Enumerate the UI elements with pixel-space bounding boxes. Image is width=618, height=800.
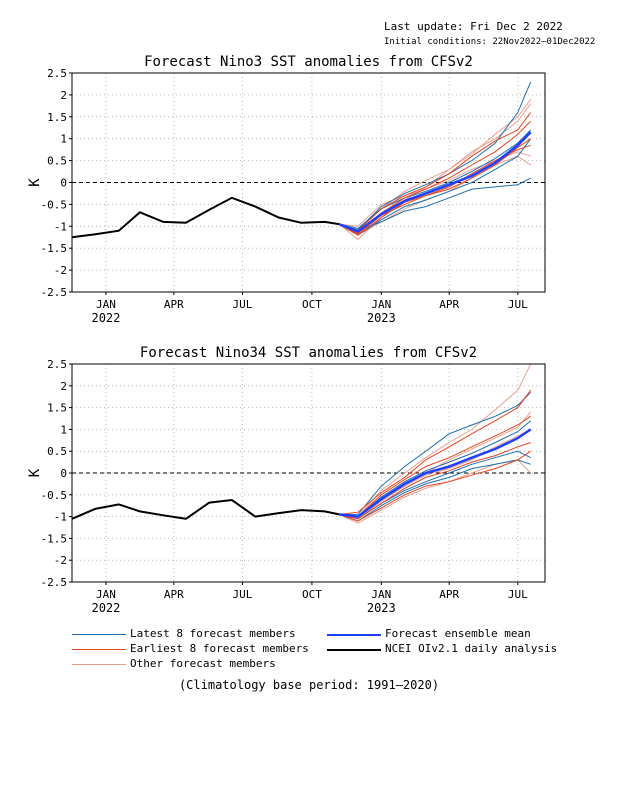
chart2-title: Forecast Nino34 SST anomalies from CFSv2 [140,345,477,361]
chart2-series-latest-member [338,459,531,522]
chart1-y-tick-label: -2.5 [41,286,68,299]
chart1-y-tick-label: 2.5 [47,67,67,80]
chart2-y-tick-label: 2 [60,380,67,393]
chart2-y-tick-label: -1 [54,511,67,524]
chart2-series-other-member [338,428,531,520]
chart1-x-tick-label: APR [164,298,184,311]
chart2-x-tick-label: JUL [508,588,528,601]
chart1-y-tick-label: -2 [54,264,67,277]
chart1-x-tick-label: JAN [371,298,391,311]
chart1-series-other-member [338,103,532,241]
chart1-series-earliest-member [338,138,531,235]
chart2-series-latest-member [339,391,532,515]
chart2-y-tick-label: 0.5 [47,445,67,458]
chart1-x-tick-label: JAN [96,298,116,311]
chart1-series-latest-member [338,129,532,230]
legend-earliest-swatch [72,649,126,650]
chart2-y-tick-label: -2 [54,554,67,567]
chart1-y-tick-label: 0.5 [47,155,67,168]
chart1-y-tick-label: -0.5 [41,198,68,211]
chart2-series-other-member [339,411,532,518]
chart2-x-year-label: 2023 [367,601,396,615]
chart2-series-earliest-member [339,415,531,518]
initial-conditions-text: Initial conditions: 22Nov2022–01Dec2022 [384,37,596,47]
chart2-series-earliest-member [338,442,531,520]
chart2-x-tick-label: APR [164,588,184,601]
legend-latest-label: Latest 8 forecast members [130,627,296,640]
legend-earliest-label: Earliest 8 forecast members [130,642,309,655]
chart2-x-tick-label: JAN [96,588,116,601]
chart1-x-tick-label: OCT [302,298,322,311]
chart1-y-axis-label: K [27,178,43,187]
chart2-y-tick-label: -1.5 [41,532,68,545]
chart1-y-tick-label: -1.5 [41,242,68,255]
chart2-series-earliest-member [339,389,532,515]
legend-analysis-label: NCEI OIv2.1 daily analysis [385,642,558,655]
chart1-y-tick-label: 1 [60,133,67,146]
chart1-title: Forecast Nino3 SST anomalies from CFSv2 [144,54,473,70]
chart2-x-tick-label: JUL [233,588,253,601]
chart2-plot-frame [71,363,546,583]
chart1-plot-frame [71,72,546,293]
chart1-series-analysis [71,196,340,239]
chart1-x-year-label: 2022 [91,311,120,325]
chart1-series-ensemble-mean [338,131,532,234]
chart1-x-tick-label: JUL [233,298,253,311]
chart1-series-latest-member [338,81,532,231]
chart2-y-tick-label: 1 [60,423,67,436]
chart1-x-tick-label: APR [439,298,459,311]
legend-mean-label: Forecast ensemble mean [385,627,531,640]
chart2-x-tick-label: APR [439,588,459,601]
chart2-y-tick-label: -0.5 [41,489,68,502]
chart1-x-year-label: 2023 [367,311,396,325]
climatology-footnote: (Climatology base period: 1991–2020) [178,678,440,692]
chart2-series-earliest-member [338,450,531,522]
chart1-y-tick-label: -1 [54,220,67,233]
chart2-y-tick-label: 1.5 [47,402,67,415]
legend-other-swatch [72,664,126,665]
chart1-y-tick-label: 1.5 [47,111,67,124]
chart2-series-analysis [71,498,340,520]
chart1-series-earliest-member [338,112,532,232]
legend-latest-swatch [72,634,126,635]
chart2-y-tick-label: 2.5 [47,358,67,371]
chart2-y-tick-label: 0 [60,467,67,480]
legend-other-label: Other forecast members [130,657,276,670]
chart1-x-tick-label: JUL [508,298,528,311]
chart1-y-tick-label: 0 [60,177,67,190]
legend-mean-swatch [327,634,381,636]
chart2-y-axis-label: K [27,468,43,477]
chart2-series-other-member [339,363,532,518]
chart2-series-ensemble-mean [338,428,532,518]
chart1-y-tick-label: 2 [60,89,67,102]
chart2-x-tick-label: JAN [371,588,391,601]
chart2-x-year-label: 2022 [91,601,120,615]
chart2-x-tick-label: OCT [302,588,322,601]
last-update-text: Last update: Fri Dec 2 2022 [384,20,563,33]
legend-analysis-swatch [327,649,381,651]
chart1-series-latest-member [338,138,532,236]
chart2-y-tick-label: -2.5 [41,576,68,589]
